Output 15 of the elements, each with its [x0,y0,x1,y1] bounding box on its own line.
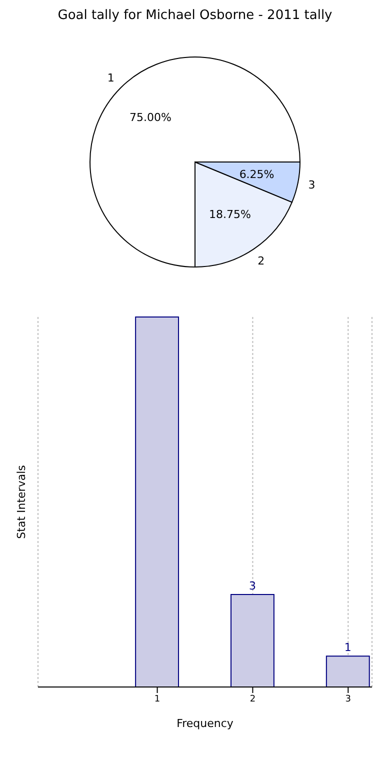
x-tick-label: 1 [154,694,160,704]
data-label: 6.25% [239,168,274,181]
data-label: 3 [248,580,256,592]
x-tick-label: 3 [345,694,352,704]
slice-label: 1 [107,71,114,84]
x-axis-title: Frequency [176,717,234,730]
slice-label: 3 [308,178,316,192]
data-label: 75.00% [129,110,172,124]
data-label: 1 [344,641,352,654]
data-label: 18.75% [209,208,251,221]
y-axis-title: Stat Intervals [14,464,28,539]
x-tick-label: 2 [250,694,256,704]
chart-title: Goal tally for Michael Osborne - 2011 tally [56,8,334,23]
pie-slice [90,56,300,268]
slice-label: 2 [258,254,265,268]
